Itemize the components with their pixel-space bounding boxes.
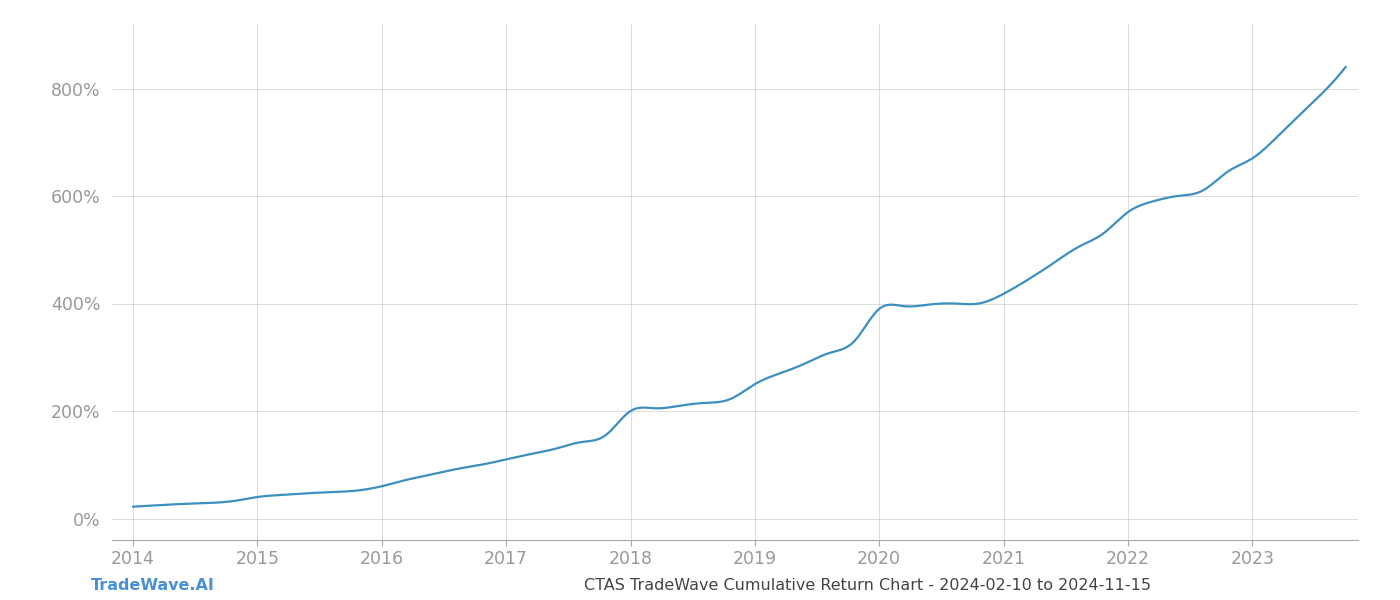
Text: CTAS TradeWave Cumulative Return Chart - 2024-02-10 to 2024-11-15: CTAS TradeWave Cumulative Return Chart -… [585,578,1151,593]
Text: TradeWave.AI: TradeWave.AI [91,578,214,593]
